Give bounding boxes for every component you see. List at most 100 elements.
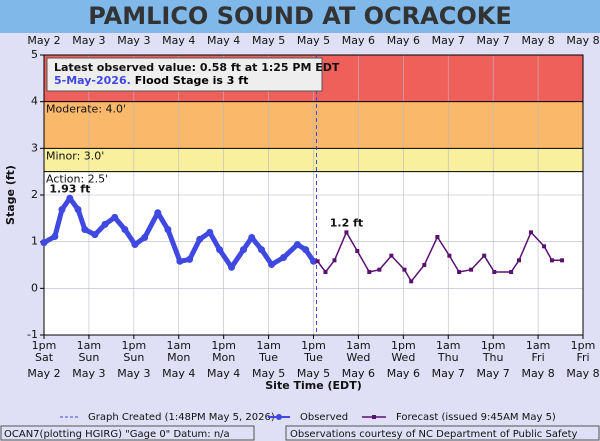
data-point xyxy=(509,270,514,274)
x-tick-label: 1am xyxy=(346,339,370,352)
title-banner xyxy=(0,0,600,33)
flood-stage: Flood Stage is 3 ft xyxy=(135,74,249,87)
x-day-label: Sat xyxy=(35,351,54,364)
data-point xyxy=(516,258,521,263)
data-point xyxy=(66,194,74,202)
x-day-label: Fri xyxy=(576,351,589,364)
data-point xyxy=(81,226,89,234)
data-point xyxy=(492,270,497,274)
y-tick-label: 1 xyxy=(31,235,38,248)
data-point xyxy=(422,263,427,267)
y-tick-label: 4 xyxy=(31,95,38,108)
top-date-label: May 2 xyxy=(27,34,60,47)
x-date-label: May 4 xyxy=(207,367,240,380)
x-tick-label: 1pm xyxy=(32,339,57,352)
data-point xyxy=(332,258,337,263)
x-date-label: May 3 xyxy=(72,367,105,380)
top-date-label: May 6 xyxy=(342,34,375,47)
data-point xyxy=(257,246,265,254)
data-point xyxy=(293,240,301,248)
threshold-label: Action: 2.5' xyxy=(46,173,108,186)
chart-title: PAMLICO SOUND AT OCRACOKE xyxy=(88,2,512,30)
x-tick-label: 1am xyxy=(526,339,550,352)
x-date-label: May 6 xyxy=(387,367,420,380)
plot-border xyxy=(43,54,584,336)
x-date-label: May 8 xyxy=(521,367,554,380)
x-date-label: May 8 xyxy=(566,367,599,380)
data-point xyxy=(560,258,565,263)
data-point xyxy=(176,257,184,265)
latest-box xyxy=(46,57,323,92)
x-tick-label: 1pm xyxy=(211,339,236,352)
data-point xyxy=(323,270,328,274)
legend-label: Graph Created (1:48PM May 5, 2026) xyxy=(88,412,275,423)
footer-box xyxy=(285,425,600,441)
data-point xyxy=(141,233,149,241)
top-date-label: May 5 xyxy=(252,34,285,47)
x-tick-label: 1am xyxy=(77,339,101,352)
data-point xyxy=(74,205,82,213)
data-point xyxy=(344,230,349,235)
latest-line2: 5-May-2026. Flood Stage is 3 ft xyxy=(54,74,248,87)
x-tick-label: 1pm xyxy=(571,339,596,352)
x-day-label: Wed xyxy=(346,351,370,364)
data-point xyxy=(302,246,310,254)
x-day-label: Mon xyxy=(212,351,235,364)
x-date-label: May 6 xyxy=(342,367,375,380)
x-axis-label: Site Time (EDT) xyxy=(265,379,361,392)
y-tick-label: 0 xyxy=(31,281,38,294)
x-tick-label: 1am xyxy=(256,339,280,352)
x-day-label: Thu xyxy=(482,351,504,364)
data-point xyxy=(528,230,533,235)
data-point xyxy=(367,270,372,274)
data-point xyxy=(40,239,48,247)
data-point xyxy=(482,253,487,258)
x-day-label: Mon xyxy=(167,351,190,364)
y-tick-label: 3 xyxy=(31,141,38,154)
legend-swatch xyxy=(276,414,282,420)
x-tick-label: 1am xyxy=(436,339,460,352)
data-point xyxy=(206,228,214,236)
data-point xyxy=(549,258,554,263)
x-tick-label: 1am xyxy=(167,339,191,352)
data-point xyxy=(58,205,66,213)
top-date-label: May 3 xyxy=(117,34,150,47)
data-point xyxy=(315,259,320,264)
x-day-label: Wed xyxy=(391,351,415,364)
data-point xyxy=(447,253,452,258)
x-day-label: Sun xyxy=(78,351,99,364)
data-point xyxy=(355,249,360,253)
legend-label: Forecast (issued 9:45AM May 5) xyxy=(396,412,556,423)
y-tick-label: -1 xyxy=(27,328,38,341)
data-point xyxy=(154,209,162,217)
data-point xyxy=(111,213,119,221)
legend-label: Observed xyxy=(300,412,348,423)
top-date-label: May 7 xyxy=(477,34,510,47)
x-tick-label: 1pm xyxy=(301,339,326,352)
footer-right: Observations courtesy of NC Department o… xyxy=(290,429,578,440)
top-date-label: May 8 xyxy=(521,34,554,47)
footer-box xyxy=(0,425,255,441)
data-point xyxy=(457,270,462,274)
threshold-label: Minor: 3.0' xyxy=(46,149,104,162)
x-date-label: May 5 xyxy=(252,367,285,380)
legend-swatch xyxy=(372,415,376,419)
footer-left: OCAN7(plotting HGIRG) "Gage 0" Datum: n/… xyxy=(4,429,230,440)
data-point xyxy=(196,235,204,243)
top-date-label: May 7 xyxy=(432,34,465,47)
y-tick-label: 2 xyxy=(31,188,38,201)
x-day-label: Thu xyxy=(437,351,459,364)
data-point xyxy=(228,263,236,271)
x-day-label: Sun xyxy=(123,351,144,364)
x-tick-label: 1pm xyxy=(121,339,146,352)
peak-label: 1.93 ft xyxy=(49,182,90,195)
y-tick-label: 5 xyxy=(31,48,38,61)
data-point xyxy=(469,267,474,272)
x-tick-label: 1pm xyxy=(481,339,506,352)
x-date-label: May 4 xyxy=(162,367,195,380)
data-point xyxy=(280,254,288,262)
data-point xyxy=(240,246,248,254)
data-point xyxy=(248,233,256,241)
x-date-label: May 7 xyxy=(432,367,465,380)
